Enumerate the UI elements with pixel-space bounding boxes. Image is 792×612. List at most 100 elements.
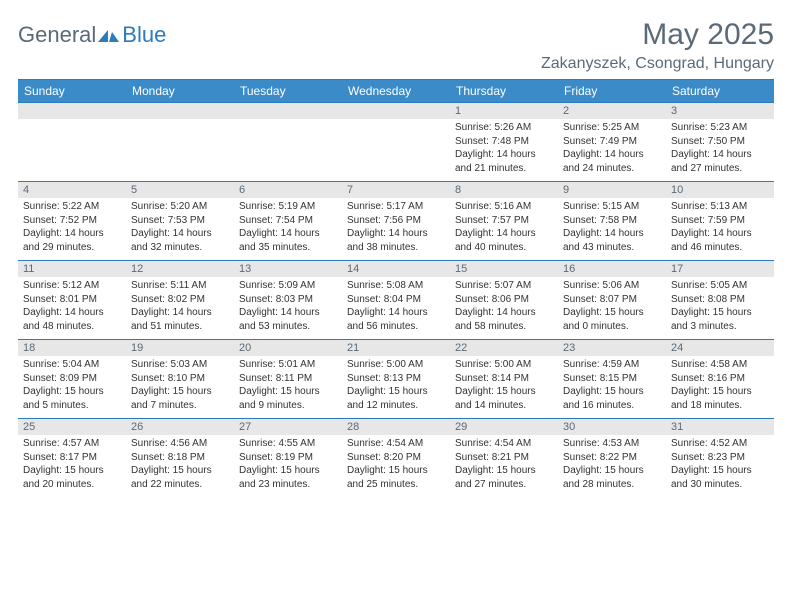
day-number: 18	[18, 340, 126, 356]
calendar-cell: 16Sunrise: 5:06 AMSunset: 8:07 PMDayligh…	[558, 261, 666, 340]
day-number: 29	[450, 419, 558, 435]
calendar-cell: 6Sunrise: 5:19 AMSunset: 7:54 PMDaylight…	[234, 182, 342, 261]
day-body: Sunrise: 5:07 AMSunset: 8:06 PMDaylight:…	[450, 277, 558, 339]
day-body: Sunrise: 5:19 AMSunset: 7:54 PMDaylight:…	[234, 198, 342, 260]
day-body: Sunrise: 5:03 AMSunset: 8:10 PMDaylight:…	[126, 356, 234, 418]
calendar-cell: 2Sunrise: 5:25 AMSunset: 7:49 PMDaylight…	[558, 103, 666, 182]
day-body: Sunrise: 5:17 AMSunset: 7:56 PMDaylight:…	[342, 198, 450, 260]
day-body: Sunrise: 4:53 AMSunset: 8:22 PMDaylight:…	[558, 435, 666, 497]
calendar-cell: 27Sunrise: 4:55 AMSunset: 8:19 PMDayligh…	[234, 419, 342, 498]
day-number: 3	[666, 103, 774, 119]
day-number: 28	[342, 419, 450, 435]
day-number: 22	[450, 340, 558, 356]
day-body-empty	[234, 119, 342, 169]
calendar-cell-empty	[18, 103, 126, 182]
calendar-cell: 19Sunrise: 5:03 AMSunset: 8:10 PMDayligh…	[126, 340, 234, 419]
calendar-cell-empty	[126, 103, 234, 182]
logo-mark-icon	[98, 26, 120, 44]
calendar-row: 11Sunrise: 5:12 AMSunset: 8:01 PMDayligh…	[18, 261, 774, 340]
header: General Blue May 2025 Zakanyszek, Csongr…	[18, 18, 774, 73]
day-body: Sunrise: 4:57 AMSunset: 8:17 PMDaylight:…	[18, 435, 126, 497]
calendar-cell: 25Sunrise: 4:57 AMSunset: 8:17 PMDayligh…	[18, 419, 126, 498]
weekday-header: Saturday	[666, 80, 774, 103]
weekday-header: Tuesday	[234, 80, 342, 103]
calendar-body: 1Sunrise: 5:26 AMSunset: 7:48 PMDaylight…	[18, 103, 774, 498]
calendar-cell: 24Sunrise: 4:58 AMSunset: 8:16 PMDayligh…	[666, 340, 774, 419]
calendar-row: 1Sunrise: 5:26 AMSunset: 7:48 PMDaylight…	[18, 103, 774, 182]
day-number: 2	[558, 103, 666, 119]
calendar-cell: 22Sunrise: 5:00 AMSunset: 8:14 PMDayligh…	[450, 340, 558, 419]
weekday-header: Sunday	[18, 80, 126, 103]
calendar-cell: 9Sunrise: 5:15 AMSunset: 7:58 PMDaylight…	[558, 182, 666, 261]
calendar-cell: 26Sunrise: 4:56 AMSunset: 8:18 PMDayligh…	[126, 419, 234, 498]
day-number-empty	[234, 103, 342, 119]
calendar-cell: 1Sunrise: 5:26 AMSunset: 7:48 PMDaylight…	[450, 103, 558, 182]
month-title: May 2025	[541, 18, 774, 52]
day-number: 15	[450, 261, 558, 277]
day-number: 12	[126, 261, 234, 277]
day-body: Sunrise: 5:26 AMSunset: 7:48 PMDaylight:…	[450, 119, 558, 181]
calendar-cell: 28Sunrise: 4:54 AMSunset: 8:20 PMDayligh…	[342, 419, 450, 498]
day-number: 1	[450, 103, 558, 119]
logo-text-1: General	[18, 22, 96, 48]
day-number: 5	[126, 182, 234, 198]
day-number: 10	[666, 182, 774, 198]
calendar-head: SundayMondayTuesdayWednesdayThursdayFrid…	[18, 80, 774, 103]
day-body: Sunrise: 5:15 AMSunset: 7:58 PMDaylight:…	[558, 198, 666, 260]
day-number: 4	[18, 182, 126, 198]
calendar-cell: 17Sunrise: 5:05 AMSunset: 8:08 PMDayligh…	[666, 261, 774, 340]
calendar-row: 4Sunrise: 5:22 AMSunset: 7:52 PMDaylight…	[18, 182, 774, 261]
day-number: 9	[558, 182, 666, 198]
day-body: Sunrise: 4:55 AMSunset: 8:19 PMDaylight:…	[234, 435, 342, 497]
calendar-cell: 23Sunrise: 4:59 AMSunset: 8:15 PMDayligh…	[558, 340, 666, 419]
day-body: Sunrise: 5:08 AMSunset: 8:04 PMDaylight:…	[342, 277, 450, 339]
location: Zakanyszek, Csongrad, Hungary	[541, 55, 774, 73]
day-body: Sunrise: 5:00 AMSunset: 8:14 PMDaylight:…	[450, 356, 558, 418]
calendar-cell: 18Sunrise: 5:04 AMSunset: 8:09 PMDayligh…	[18, 340, 126, 419]
day-number: 17	[666, 261, 774, 277]
title-block: May 2025 Zakanyszek, Csongrad, Hungary	[541, 18, 774, 73]
day-number: 23	[558, 340, 666, 356]
day-number: 14	[342, 261, 450, 277]
weekday-header: Thursday	[450, 80, 558, 103]
day-body: Sunrise: 5:11 AMSunset: 8:02 PMDaylight:…	[126, 277, 234, 339]
day-body: Sunrise: 4:56 AMSunset: 8:18 PMDaylight:…	[126, 435, 234, 497]
weekday-row: SundayMondayTuesdayWednesdayThursdayFrid…	[18, 80, 774, 103]
calendar-cell: 4Sunrise: 5:22 AMSunset: 7:52 PMDaylight…	[18, 182, 126, 261]
day-body: Sunrise: 5:00 AMSunset: 8:13 PMDaylight:…	[342, 356, 450, 418]
day-number: 7	[342, 182, 450, 198]
day-body: Sunrise: 5:23 AMSunset: 7:50 PMDaylight:…	[666, 119, 774, 181]
calendar-row: 18Sunrise: 5:04 AMSunset: 8:09 PMDayligh…	[18, 340, 774, 419]
day-body: Sunrise: 5:13 AMSunset: 7:59 PMDaylight:…	[666, 198, 774, 260]
calendar-cell: 31Sunrise: 4:52 AMSunset: 8:23 PMDayligh…	[666, 419, 774, 498]
day-body-empty	[18, 119, 126, 169]
day-number: 20	[234, 340, 342, 356]
day-body: Sunrise: 4:59 AMSunset: 8:15 PMDaylight:…	[558, 356, 666, 418]
calendar-row: 25Sunrise: 4:57 AMSunset: 8:17 PMDayligh…	[18, 419, 774, 498]
day-body: Sunrise: 5:20 AMSunset: 7:53 PMDaylight:…	[126, 198, 234, 260]
calendar-cell: 30Sunrise: 4:53 AMSunset: 8:22 PMDayligh…	[558, 419, 666, 498]
day-body: Sunrise: 5:01 AMSunset: 8:11 PMDaylight:…	[234, 356, 342, 418]
day-number-empty	[126, 103, 234, 119]
calendar-cell: 29Sunrise: 4:54 AMSunset: 8:21 PMDayligh…	[450, 419, 558, 498]
calendar-cell: 13Sunrise: 5:09 AMSunset: 8:03 PMDayligh…	[234, 261, 342, 340]
day-body: Sunrise: 4:54 AMSunset: 8:20 PMDaylight:…	[342, 435, 450, 497]
weekday-header: Friday	[558, 80, 666, 103]
calendar-cell: 8Sunrise: 5:16 AMSunset: 7:57 PMDaylight…	[450, 182, 558, 261]
calendar-cell: 10Sunrise: 5:13 AMSunset: 7:59 PMDayligh…	[666, 182, 774, 261]
day-body: Sunrise: 5:22 AMSunset: 7:52 PMDaylight:…	[18, 198, 126, 260]
day-body: Sunrise: 5:12 AMSunset: 8:01 PMDaylight:…	[18, 277, 126, 339]
day-body: Sunrise: 4:54 AMSunset: 8:21 PMDaylight:…	[450, 435, 558, 497]
day-body: Sunrise: 5:25 AMSunset: 7:49 PMDaylight:…	[558, 119, 666, 181]
calendar-cell: 5Sunrise: 5:20 AMSunset: 7:53 PMDaylight…	[126, 182, 234, 261]
day-number: 13	[234, 261, 342, 277]
day-body: Sunrise: 5:16 AMSunset: 7:57 PMDaylight:…	[450, 198, 558, 260]
calendar-cell-empty	[342, 103, 450, 182]
day-number: 11	[18, 261, 126, 277]
day-body-empty	[126, 119, 234, 169]
calendar-cell: 15Sunrise: 5:07 AMSunset: 8:06 PMDayligh…	[450, 261, 558, 340]
day-number: 27	[234, 419, 342, 435]
calendar-cell: 21Sunrise: 5:00 AMSunset: 8:13 PMDayligh…	[342, 340, 450, 419]
day-number: 30	[558, 419, 666, 435]
day-number-empty	[18, 103, 126, 119]
